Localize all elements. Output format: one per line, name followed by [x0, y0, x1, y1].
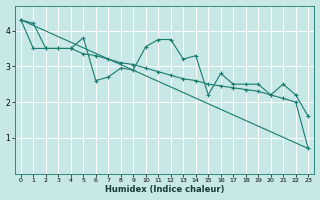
X-axis label: Humidex (Indice chaleur): Humidex (Indice chaleur): [105, 185, 224, 194]
